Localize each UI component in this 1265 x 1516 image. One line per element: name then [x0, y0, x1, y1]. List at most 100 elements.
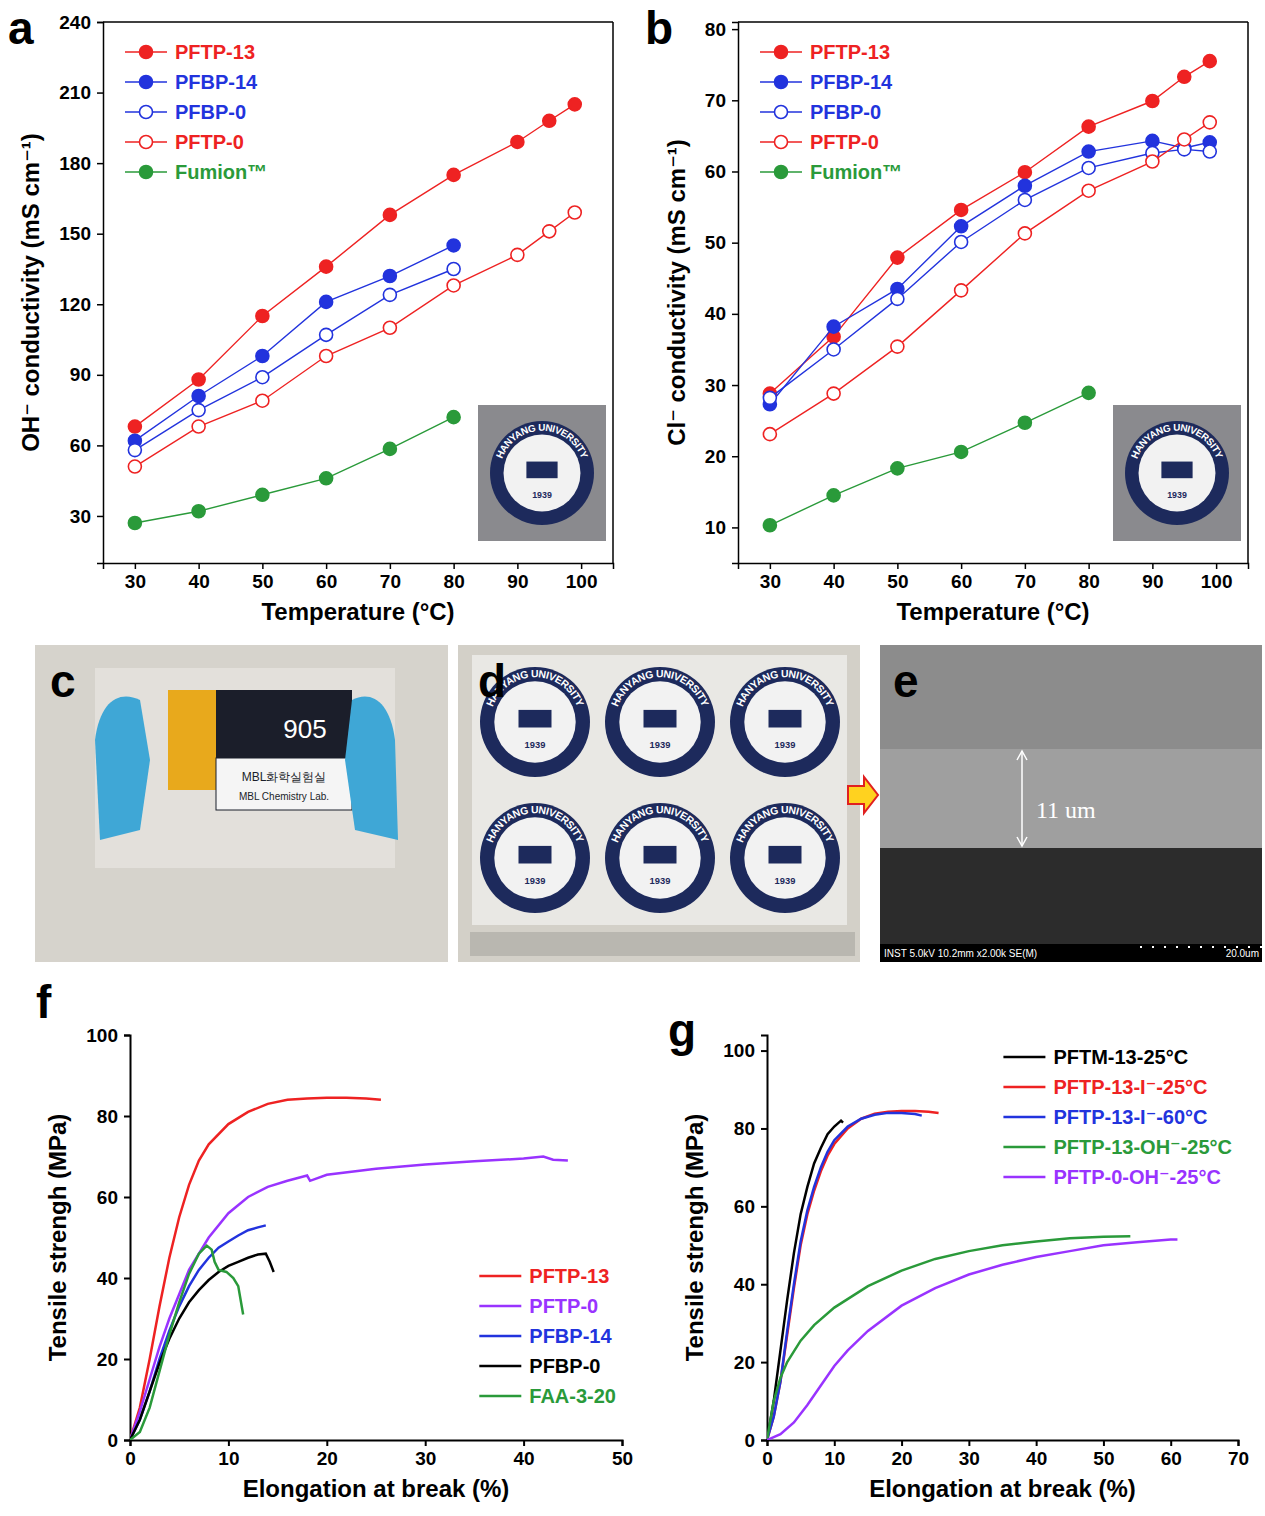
seal-text: HANYANG UNIVERSITY: [493, 421, 590, 460]
y-tick-mark: [124, 1278, 130, 1280]
y-tick-label: 120: [59, 294, 91, 315]
legend-item: PFTP-13: [125, 41, 255, 63]
seal-text-path: HANYANG UNIVERSITY: [734, 668, 836, 708]
panel-letter: g: [668, 1004, 696, 1056]
sign-text: MBL Chemistry Lab.: [239, 791, 329, 802]
data-point: [1018, 193, 1031, 206]
y-tick: 90: [70, 364, 103, 385]
data-point: [192, 505, 205, 518]
x-tick-mark: [262, 563, 264, 569]
data-point: [256, 488, 269, 501]
seal-emblem: [769, 710, 802, 728]
panel-letter: b: [645, 2, 673, 54]
legend: PFTP-13PFBP-14PFBP-0PFTP-0Fumion™: [125, 41, 267, 183]
x-axis-line: [739, 564, 1249, 570]
y-tick-label: 80: [705, 19, 726, 40]
y-tick: 240: [59, 12, 103, 33]
y-tick-mark: [761, 1362, 767, 1364]
y-tick: 100: [723, 1040, 767, 1061]
x-tick: 40: [1026, 1440, 1047, 1469]
seal-year: 1939: [650, 740, 671, 750]
panel-letter: d: [478, 655, 506, 707]
plot-data: [128, 98, 581, 530]
y-tick: 60: [97, 1187, 130, 1208]
seal: HANYANG UNIVERSITY1939: [730, 667, 840, 777]
membrane: [472, 655, 847, 925]
x-tick-label: 50: [887, 571, 908, 592]
data-point: [320, 260, 333, 273]
y-tick-label: 80: [97, 1106, 118, 1127]
data-point: [827, 343, 840, 356]
y-tick-mark: [732, 242, 738, 244]
data-point: [447, 239, 460, 252]
seal-text-path: HANYANG UNIVERSITY: [493, 421, 590, 460]
legend-item: PFTM-13-25°C: [1003, 1046, 1188, 1068]
legend: PFTM-13-25°CPFTP-13-I⁻-25°CPFTP-13-I⁻-60…: [1003, 1046, 1232, 1188]
legend-label: PFTP-13-OH⁻-25°C: [1053, 1136, 1232, 1158]
y-tick: 80: [97, 1106, 130, 1127]
data-point: [955, 235, 968, 248]
data-point: [128, 444, 141, 457]
legend-label: PFTP-0: [810, 131, 879, 153]
data-point: [543, 225, 556, 238]
series-line: [130, 1246, 243, 1440]
x-tick-label: 30: [125, 571, 146, 592]
data-point: [383, 442, 396, 455]
plot-data: [130, 1098, 568, 1440]
sem-membrane: [880, 749, 1262, 848]
y-tick-label: 0: [744, 1430, 755, 1451]
photo-d: HANYANG UNIVERSITY1939HANYANG UNIVERSITY…: [458, 645, 860, 962]
x-tick-label: 100: [566, 571, 598, 592]
seal-center: [1139, 435, 1216, 512]
seal-emblem: [526, 462, 557, 479]
x-tick: 30: [760, 563, 781, 592]
series-line: [130, 1098, 381, 1440]
panel-letter: c: [50, 655, 76, 707]
data-point: [827, 489, 840, 502]
x-tick-label: 60: [951, 571, 972, 592]
sem-scale-label: 20.0um: [1226, 948, 1259, 959]
data-point: [763, 519, 776, 532]
legend-swatch-line: [479, 1335, 521, 1338]
legend-swatch-marker: [140, 106, 153, 119]
x-tick-mark: [390, 563, 392, 569]
series-line: [135, 104, 575, 426]
glove-left: [95, 696, 150, 840]
data-point: [192, 420, 205, 433]
x-tick: 30: [959, 1440, 980, 1469]
sign-yellow: [168, 690, 216, 790]
legend-item: PFTP-13-I⁻-60°C: [1003, 1106, 1207, 1128]
seal-text: HANYANG UNIVERSITY: [609, 668, 711, 708]
y-tick-label: 10: [705, 517, 726, 538]
y-tick-label: 0: [107, 1430, 118, 1451]
panel-f: 01020304050020406080100Elongation at bre…: [36, 976, 633, 1502]
x-tick-label: 50: [1093, 1448, 1114, 1469]
series-line: [770, 61, 1210, 393]
y-tick: 180: [59, 153, 103, 174]
y-tick: 80: [705, 19, 738, 40]
data-point: [568, 206, 581, 219]
seal-ring: [490, 421, 594, 525]
x-tick-mark: [834, 1440, 836, 1446]
x-axis: 01020304050: [125, 1440, 633, 1469]
legend-label: PFBP-14: [529, 1325, 612, 1347]
legend-item: PFBP-0: [479, 1355, 600, 1377]
legend-swatch-marker: [775, 46, 788, 59]
data-point: [1146, 155, 1159, 168]
data-point: [1082, 120, 1095, 133]
data-point: [955, 284, 968, 297]
data-point: [1146, 95, 1159, 108]
data-point: [1203, 55, 1216, 68]
series-line: [770, 122, 1210, 434]
panel-b: 304050607080901001020304050607080Tempera…: [645, 2, 1249, 625]
x-axis: 010203040506070: [762, 1440, 1249, 1469]
figure: 30405060708090100306090120150180210240Te…: [0, 0, 1265, 1516]
seal-text-path: HANYANG UNIVERSITY: [1128, 421, 1225, 460]
y-axis-title: OH⁻ conductivity (mS cm⁻¹): [17, 133, 44, 452]
legend-label: Fumion™: [175, 161, 267, 183]
seal-center: [619, 681, 700, 762]
y-tick: 150: [59, 223, 103, 244]
legend-swatch-marker: [775, 76, 788, 89]
data-point: [320, 295, 333, 308]
seal-emblem: [769, 846, 802, 864]
